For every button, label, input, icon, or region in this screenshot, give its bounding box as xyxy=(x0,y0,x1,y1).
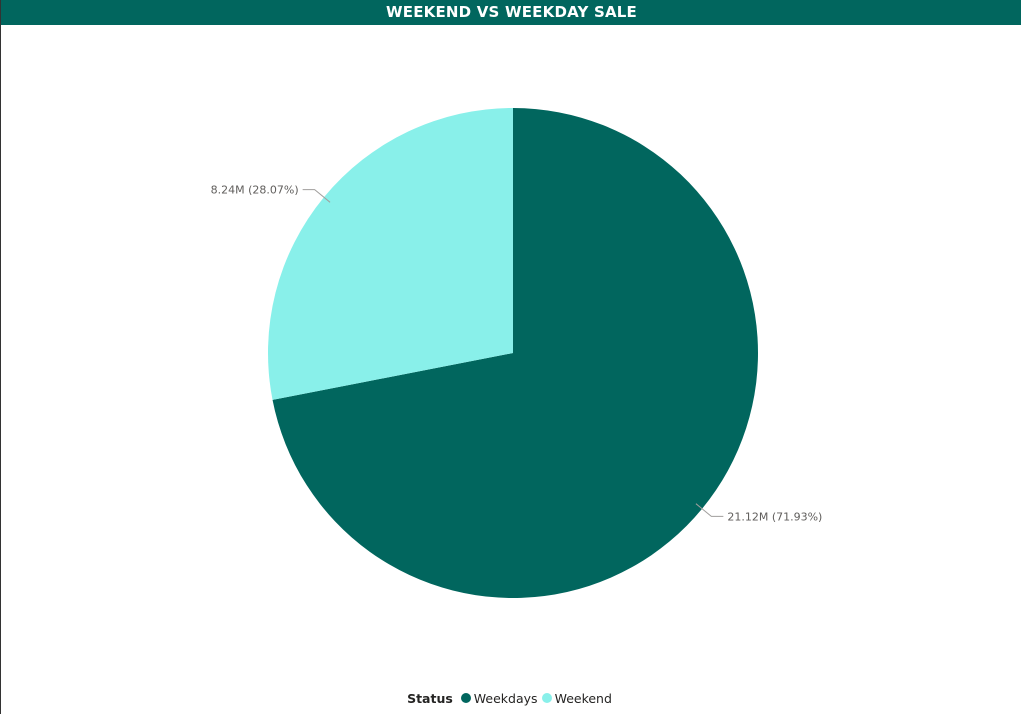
pie-slice-weekdays[interactable] xyxy=(272,108,758,598)
legend-marker-weekend xyxy=(541,693,552,703)
pie-slice-weekend[interactable] xyxy=(267,108,513,400)
leader-line-weekdays xyxy=(695,503,724,517)
legend-title: Status xyxy=(407,690,453,706)
legend-label-weekdays: Weekdays xyxy=(473,690,538,706)
legend: Status Weekdays Weekend xyxy=(1,688,1021,708)
data-label-weekdays: 21.12M (71.93%) xyxy=(727,510,822,523)
legend-item-weekend[interactable]: Weekend xyxy=(541,690,612,706)
data-label-weekend: 8.24M (28.07%) xyxy=(211,184,299,197)
legend-label-weekend: Weekend xyxy=(554,690,612,706)
leader-line-weekend xyxy=(302,189,331,203)
chart-title: WEEKEND VS WEEKDAY SALE xyxy=(1,0,1021,25)
legend-marker-weekdays xyxy=(460,693,471,703)
pie-chart: 21.12M (71.93%) 8.24M (28.07%) xyxy=(211,108,822,598)
legend-item-weekdays[interactable]: Weekdays xyxy=(460,690,538,706)
